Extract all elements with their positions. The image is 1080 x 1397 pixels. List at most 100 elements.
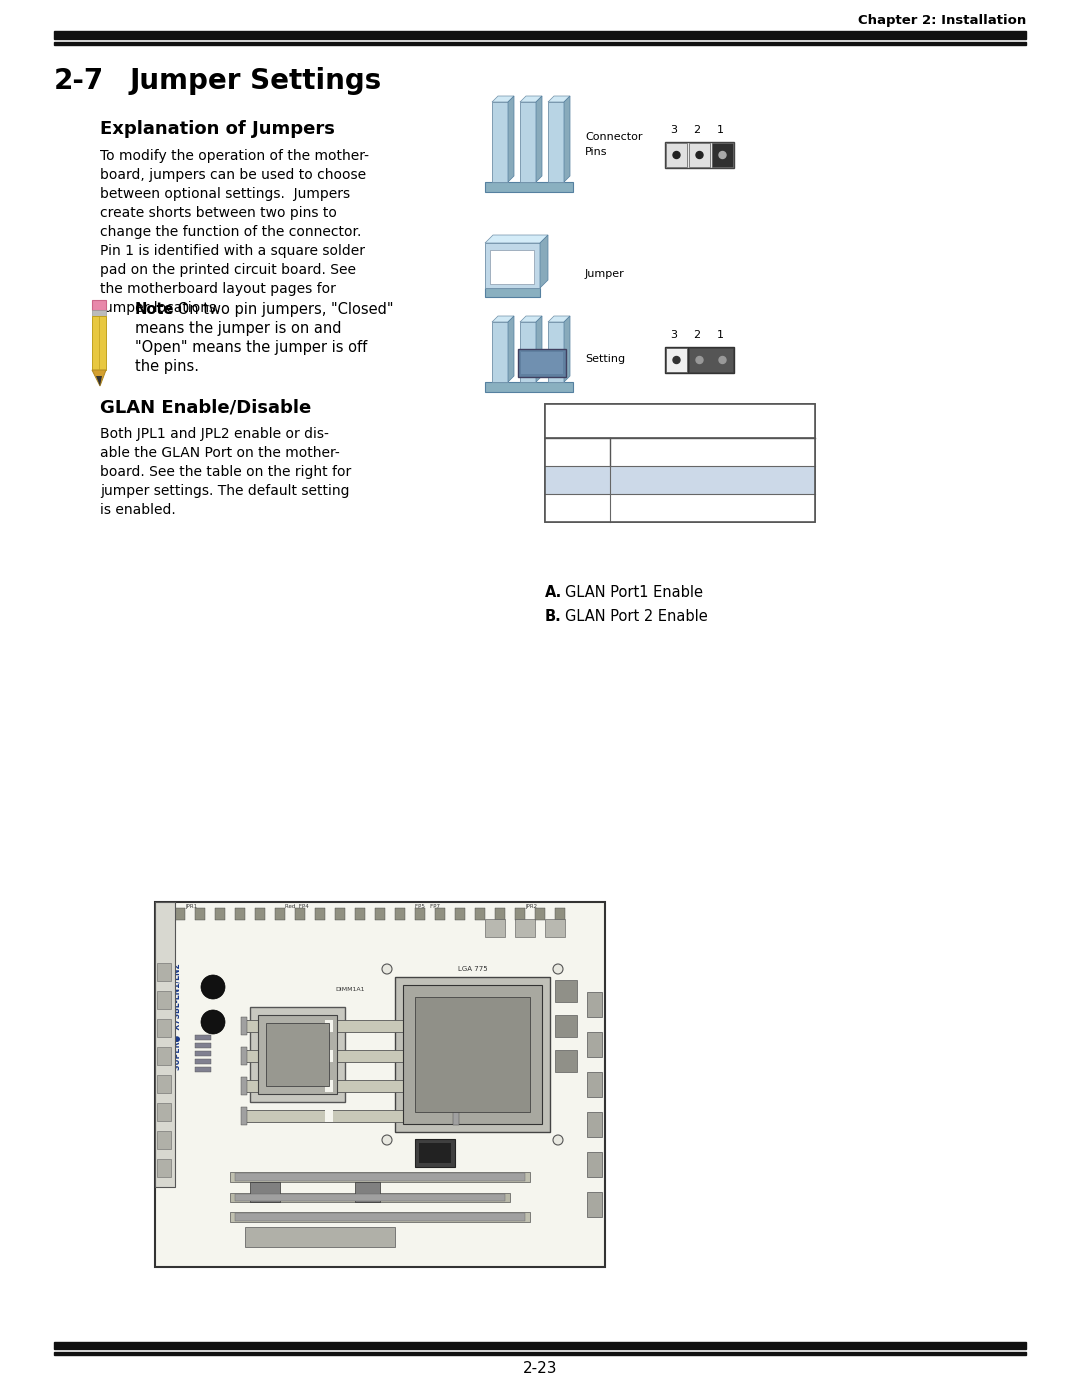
Text: To modify the operation of the mother-: To modify the operation of the mother-: [100, 149, 369, 163]
Bar: [492, 102, 508, 182]
Text: A: A: [208, 1017, 217, 1027]
Bar: [241, 1046, 247, 1065]
Bar: [485, 381, 573, 393]
Bar: [588, 1153, 602, 1178]
Text: GLAN Port 2 Enable: GLAN Port 2 Enable: [565, 609, 707, 624]
Bar: [666, 348, 687, 372]
Circle shape: [719, 356, 726, 363]
Polygon shape: [492, 316, 514, 321]
Bar: [519, 321, 536, 381]
Bar: [325, 1080, 333, 1092]
Bar: [245, 1051, 455, 1062]
Text: FP5   FP7: FP5 FP7: [415, 904, 440, 909]
Circle shape: [382, 964, 392, 974]
Text: DIMM1A1: DIMM1A1: [335, 988, 365, 992]
Polygon shape: [508, 96, 514, 182]
Bar: [241, 1077, 247, 1095]
Polygon shape: [548, 316, 570, 321]
Bar: [521, 352, 563, 374]
Bar: [548, 321, 564, 381]
Bar: [325, 1020, 333, 1032]
Bar: [519, 102, 536, 182]
Text: Enabled (*default): Enabled (*default): [617, 472, 739, 486]
Bar: [295, 908, 305, 921]
Text: GLAN Enable: GLAN Enable: [626, 415, 733, 430]
Text: Definition: Definition: [617, 444, 681, 457]
Text: the pins.: the pins.: [135, 359, 199, 374]
Text: Both JPL1 and JPL2 enable or dis-: Both JPL1 and JPL2 enable or dis-: [100, 427, 329, 441]
Bar: [54, 42, 1026, 45]
Text: create shorts between two pins to: create shorts between two pins to: [100, 205, 337, 219]
Bar: [475, 908, 485, 921]
Bar: [157, 1104, 171, 1120]
Text: GLAN Port1 Enable: GLAN Port1 Enable: [565, 585, 703, 599]
Bar: [588, 1112, 602, 1137]
Text: Intel 3000: Intel 3000: [280, 1052, 315, 1058]
Bar: [712, 142, 733, 168]
Polygon shape: [540, 235, 548, 288]
Bar: [230, 1193, 510, 1201]
Bar: [156, 902, 605, 1267]
Text: Pin#: Pin#: [552, 444, 583, 457]
Text: board, jumpers can be used to choose: board, jumpers can be used to choose: [100, 168, 366, 182]
Text: Note: Note: [135, 302, 175, 317]
Polygon shape: [92, 370, 106, 386]
Bar: [689, 348, 733, 372]
Bar: [515, 919, 535, 937]
Bar: [545, 919, 565, 937]
Bar: [195, 1067, 211, 1071]
Text: LGA 775: LGA 775: [458, 965, 487, 972]
Circle shape: [673, 356, 680, 363]
Bar: [545, 404, 815, 522]
Circle shape: [201, 975, 225, 999]
Bar: [245, 1227, 395, 1248]
Bar: [195, 1051, 211, 1056]
Polygon shape: [519, 96, 542, 102]
Text: 1: 1: [716, 330, 724, 339]
Bar: [92, 300, 106, 310]
Circle shape: [382, 1134, 392, 1146]
Bar: [355, 1182, 380, 1201]
Text: Slot PCI-E x4: Slot PCI-E x4: [302, 1241, 337, 1245]
Bar: [241, 1017, 247, 1035]
Bar: [157, 1160, 171, 1178]
Bar: [249, 1182, 280, 1201]
Bar: [195, 1035, 211, 1039]
Bar: [230, 1172, 530, 1182]
Bar: [315, 908, 325, 921]
Bar: [485, 243, 540, 288]
Bar: [195, 908, 205, 921]
Bar: [235, 1194, 505, 1201]
Text: JPR2: JPR2: [525, 904, 537, 909]
Bar: [157, 1018, 171, 1037]
Bar: [588, 1192, 602, 1217]
Text: Pin 1 is identified with a square solder: Pin 1 is identified with a square solder: [100, 244, 365, 258]
Bar: [689, 142, 710, 168]
Bar: [157, 963, 171, 981]
Polygon shape: [519, 316, 542, 321]
Bar: [325, 1111, 333, 1122]
Bar: [92, 310, 106, 316]
Bar: [157, 1046, 171, 1065]
Bar: [545, 467, 815, 495]
Bar: [92, 316, 106, 370]
Text: B: B: [208, 982, 217, 992]
Text: "Open" means the jumper is off: "Open" means the jumper is off: [135, 339, 367, 355]
Bar: [54, 31, 1026, 39]
Bar: [495, 908, 505, 921]
Text: 3: 3: [671, 124, 677, 136]
Bar: [545, 404, 815, 522]
Polygon shape: [564, 96, 570, 182]
Text: is enabled.: is enabled.: [100, 503, 176, 517]
Text: Jumper Settings: Jumper Settings: [130, 67, 382, 95]
Bar: [555, 1051, 577, 1071]
Text: 2-7: 2-7: [54, 67, 105, 95]
Text: Explanation of Jumpers: Explanation of Jumpers: [100, 120, 335, 138]
Bar: [255, 908, 265, 921]
Text: Jumper: Jumper: [585, 270, 624, 279]
Bar: [355, 908, 365, 921]
Bar: [455, 908, 465, 921]
Bar: [395, 977, 550, 1132]
Text: board. See the table on the right for: board. See the table on the right for: [100, 465, 351, 479]
Polygon shape: [564, 316, 570, 381]
